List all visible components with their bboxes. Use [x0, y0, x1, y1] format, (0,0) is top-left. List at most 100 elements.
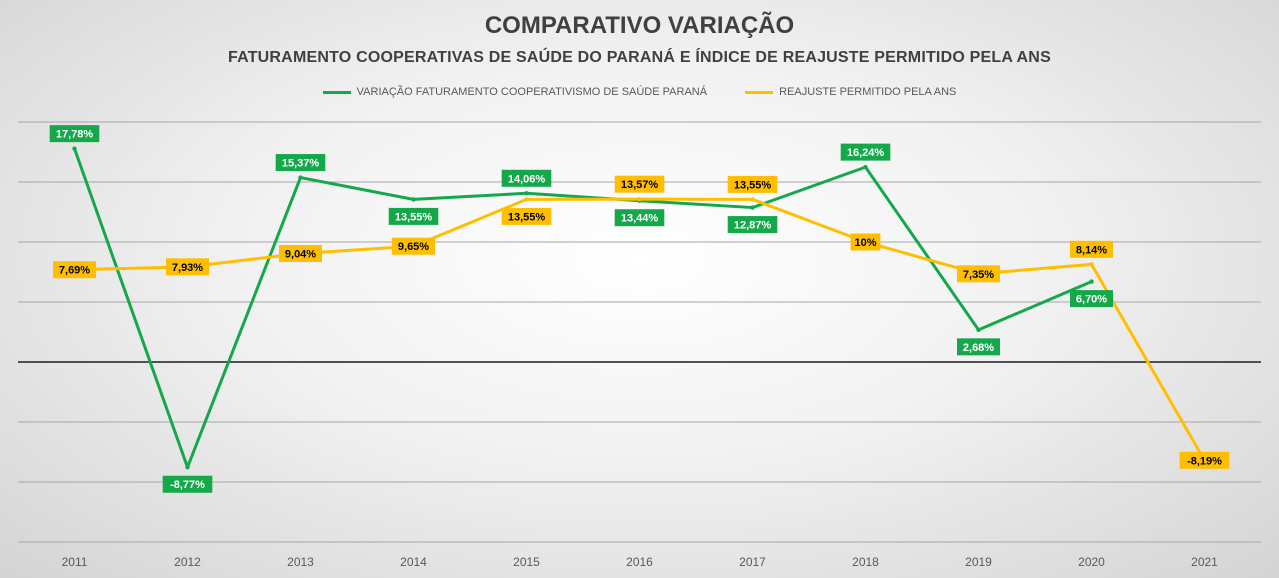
data-label-text: 6,70%: [1076, 294, 1107, 306]
data-label-0: 13,55%: [388, 207, 439, 225]
data-label-box: [166, 258, 209, 276]
x-tick-label: 2012: [174, 555, 201, 569]
data-label-box: [388, 207, 439, 225]
series-line-1: [73, 197, 1206, 462]
data-label-0: 17,78%: [49, 125, 100, 143]
data-label-box: [840, 143, 891, 161]
series-point-0: [185, 465, 190, 470]
data-label-1: 7,93%: [166, 258, 209, 276]
legend-entry-reajuste[interactable]: REAJUSTE PERMITIDO PELA ANS: [745, 86, 956, 98]
series-point-0: [750, 205, 755, 210]
data-label-box: [279, 245, 322, 263]
data-label-box: [275, 154, 326, 172]
legend-swatch-reajuste: [745, 90, 774, 94]
series-point-0: [1089, 279, 1094, 284]
data-label-0: -8,77%: [162, 475, 213, 493]
data-label-1: 13,57%: [614, 175, 665, 193]
data-label-1: 13,55%: [501, 207, 552, 225]
data-label-text: 13,55%: [395, 211, 433, 223]
data-label-text: 8,14%: [1076, 244, 1107, 256]
data-label-box: [957, 265, 1000, 283]
data-label-0: 6,70%: [1070, 290, 1113, 308]
data-label-box: [162, 475, 213, 493]
series-point-0: [72, 146, 77, 151]
data-label-text: 9,04%: [285, 249, 316, 261]
data-label-box: [501, 207, 552, 225]
data-label-box: [727, 216, 778, 234]
x-tick-label: 2017: [739, 555, 766, 569]
data-label-box: [1070, 290, 1113, 308]
data-label-1: 9,65%: [392, 237, 435, 255]
series-point-0: [411, 197, 416, 202]
data-label-0: 13,44%: [614, 209, 665, 227]
data-label-text: 12,87%: [734, 220, 772, 232]
data-label-text: 7,69%: [59, 265, 90, 277]
x-tick-label: 2013: [287, 555, 314, 569]
data-label-text: 9,65%: [398, 241, 429, 253]
x-tick-label: 2020: [1078, 555, 1105, 569]
legend-entry-faturamento[interactable]: VARIAÇÃO FATURAMENTO COOPERATIVISMO DE S…: [322, 86, 708, 98]
data-label-1: 7,69%: [53, 261, 96, 279]
legend-label-faturamento: VARIAÇÃO FATURAMENTO COOPERATIVISMO DE S…: [356, 86, 708, 98]
data-label-box: [392, 237, 435, 255]
data-label-text: 7,93%: [172, 262, 203, 274]
data-label-1: -8,19%: [1179, 451, 1230, 469]
series-point-1: [637, 196, 642, 202]
data-label-box: [53, 261, 96, 279]
x-tick-label: 2016: [626, 555, 653, 569]
data-label-text: 14,06%: [508, 173, 546, 185]
data-label-text: 13,57%: [621, 179, 659, 191]
series-point-1: [1089, 262, 1094, 267]
x-tick-label: 2021: [1191, 555, 1218, 569]
data-label-0: 16,24%: [840, 143, 891, 161]
data-label-1: 8,14%: [1070, 240, 1113, 258]
x-tick-label: 2011: [62, 555, 88, 569]
legend: VARIAÇÃO FATURAMENTO COOPERATIVISMO DE S…: [0, 86, 1279, 98]
data-label-text: 7,35%: [963, 269, 994, 281]
chart-subtitle: FATURAMENTO COOPERATIVAS DE SAÚDE DO PAR…: [228, 49, 1051, 66]
data-label-text: 16,24%: [847, 147, 885, 159]
x-tick-label: 2014: [400, 555, 427, 569]
series-point-0: [524, 191, 529, 196]
x-tick-label: 2019: [965, 555, 992, 569]
data-label-text: -8,19%: [1187, 455, 1222, 467]
series-point-0: [298, 175, 303, 180]
data-label-1: 13,55%: [727, 175, 778, 193]
data-label-box: [1179, 451, 1230, 469]
data-label-0: 2,68%: [957, 338, 1000, 356]
data-label-box: [614, 175, 665, 193]
data-label-text: 13,44%: [621, 213, 659, 225]
data-label-1: 7,35%: [957, 265, 1000, 283]
data-label-box: [957, 338, 1000, 356]
data-label-1: 10%: [850, 233, 881, 251]
data-label-0: 12,87%: [727, 216, 778, 234]
series-point-0: [863, 164, 868, 170]
data-label-text: 10%: [854, 237, 876, 249]
data-label-box: [614, 209, 665, 227]
data-label-0: 15,37%: [275, 154, 326, 172]
data-label-text: 13,55%: [734, 179, 772, 191]
data-label-text: 15,37%: [282, 158, 320, 170]
data-label-text: 17,78%: [56, 129, 94, 141]
series-line-0: [73, 147, 1093, 469]
data-label-box: [850, 233, 881, 251]
data-label-box: [1070, 240, 1113, 258]
legend-label-reajuste: REAJUSTE PERMITIDO PELA ANS: [779, 86, 957, 98]
series-point-1: [524, 197, 529, 202]
x-tick-label: 2015: [513, 555, 540, 569]
x-tick-label: 2018: [852, 555, 879, 569]
legend-swatch-faturamento: [322, 90, 351, 94]
data-label-text: -8,77%: [170, 479, 205, 491]
data-label-0: 14,06%: [501, 169, 552, 187]
data-label-box: [727, 175, 778, 193]
data-label-1: 9,04%: [279, 245, 322, 263]
series-point-0: [976, 327, 981, 333]
data-label-box: [501, 169, 552, 187]
data-label-text: 13,55%: [508, 211, 546, 223]
series-point-1: [750, 197, 755, 202]
chart-title: COMPARATIVO VARIAÇÃO: [484, 12, 795, 39]
data-label-box: [49, 125, 100, 143]
data-label-text: 2,68%: [963, 342, 994, 354]
